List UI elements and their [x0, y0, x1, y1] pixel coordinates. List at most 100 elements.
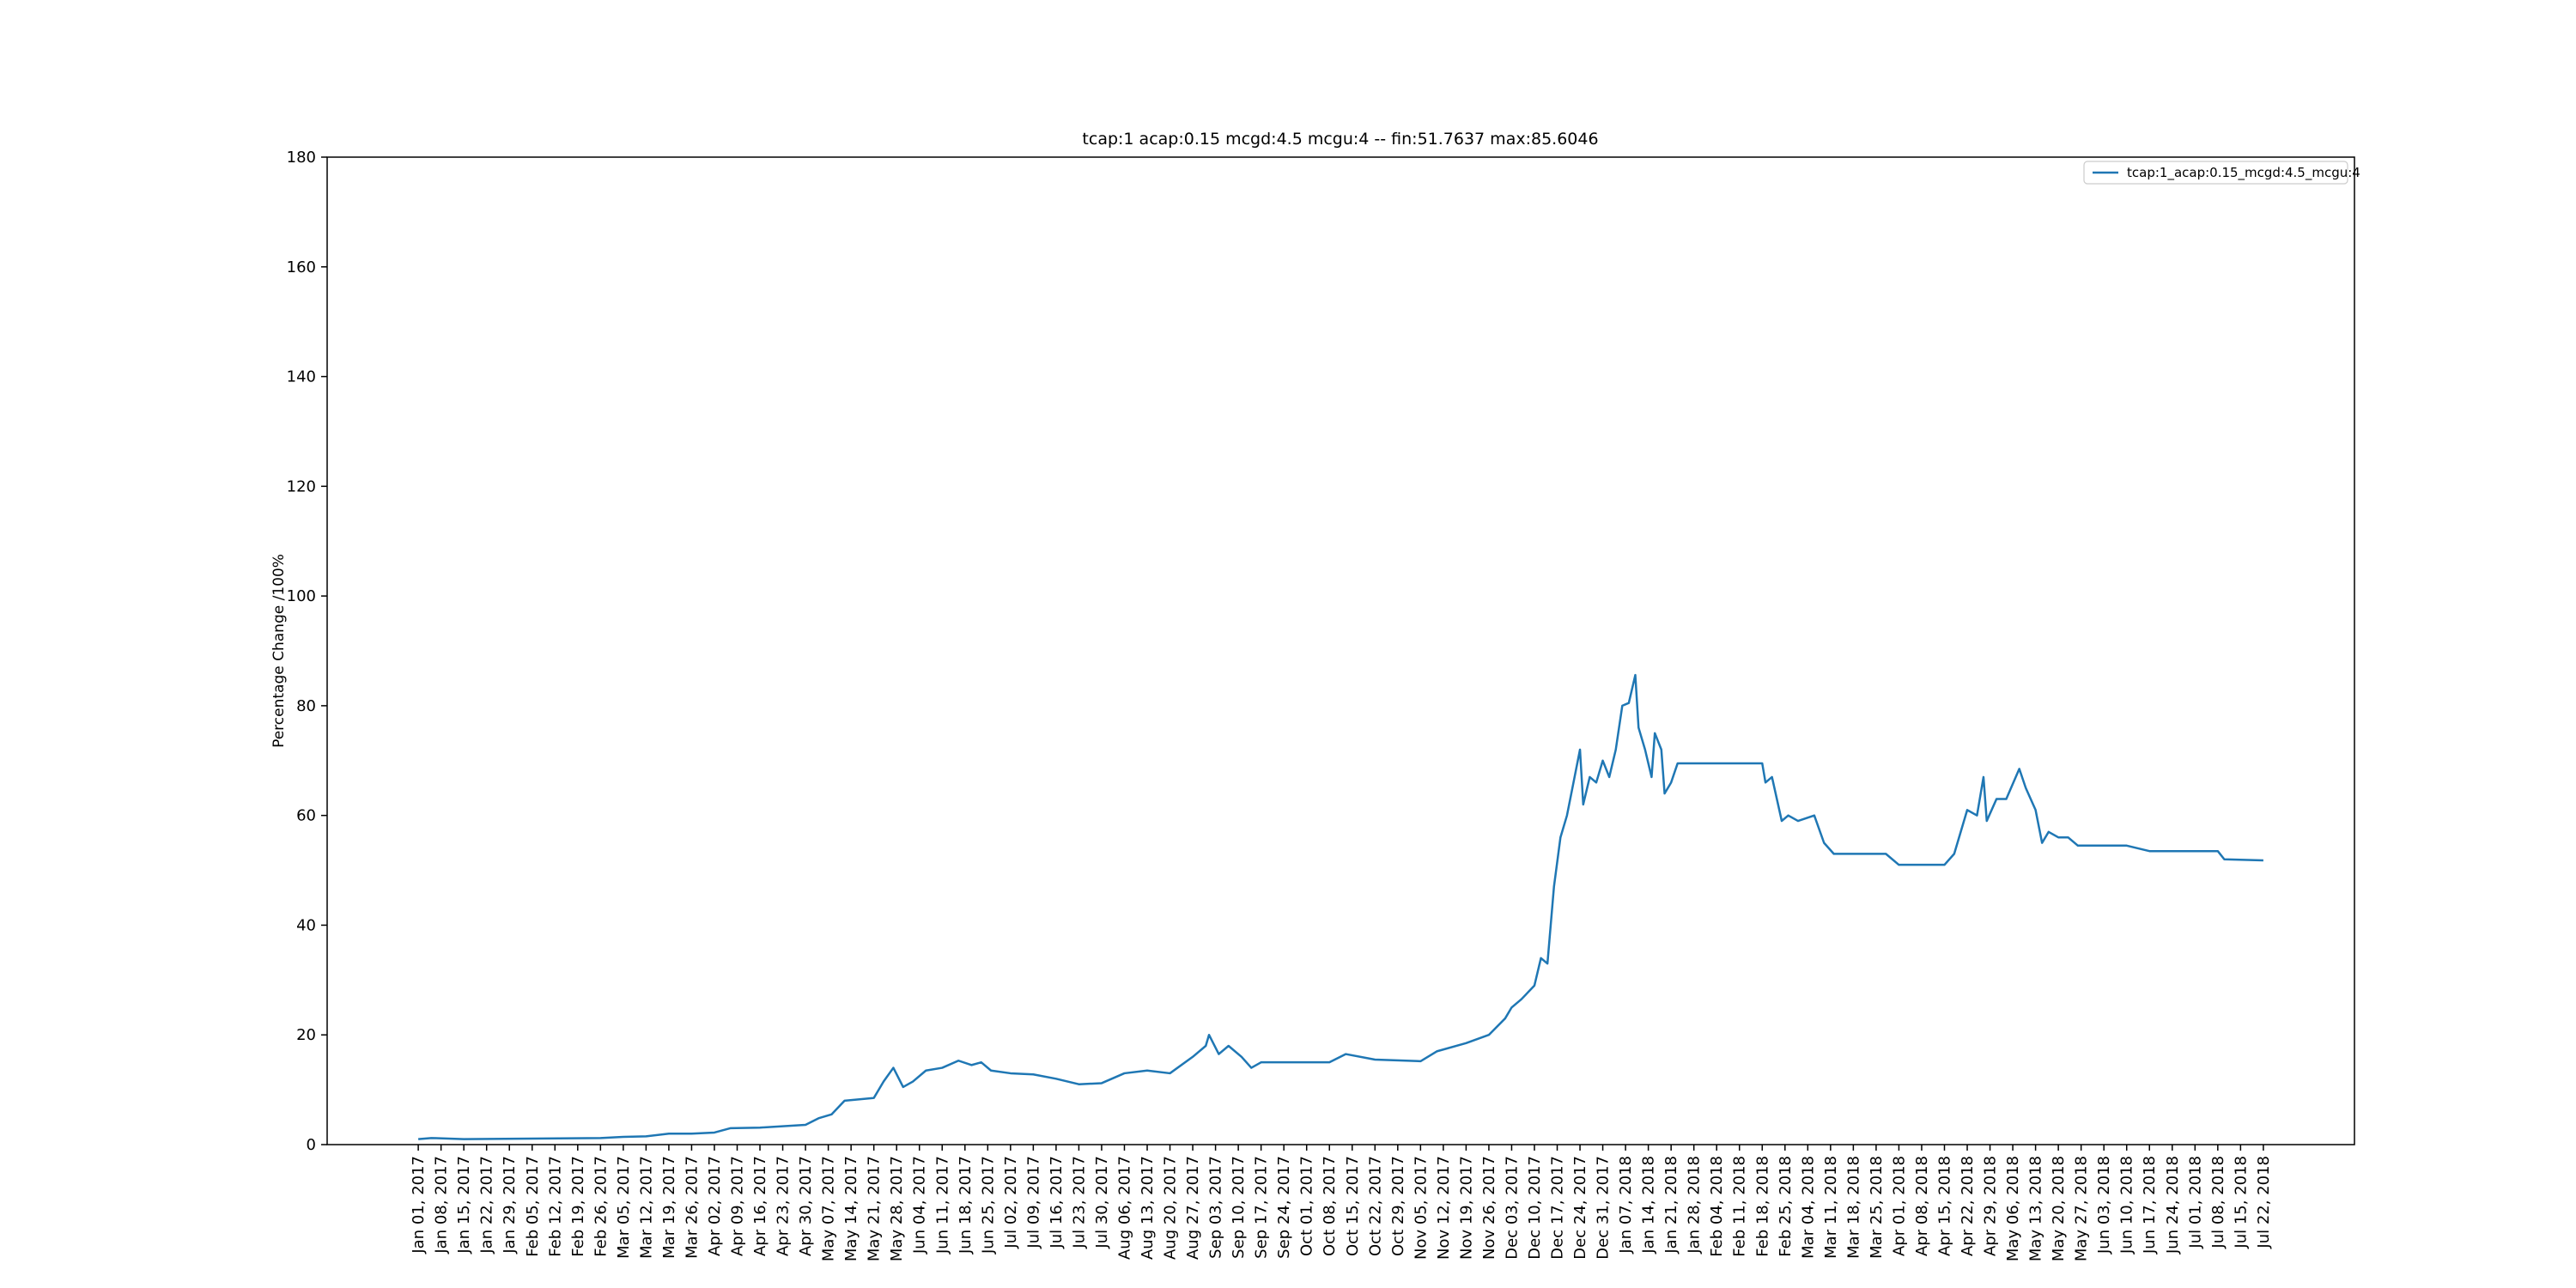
- x-tick-label: May 20, 2018: [2050, 1156, 2068, 1261]
- y-tick-label: 60: [296, 807, 316, 825]
- x-tick-label: Jan 21, 2018: [1662, 1156, 1680, 1255]
- x-tick-label: Aug 27, 2017: [1184, 1156, 1202, 1260]
- x-tick-label: Dec 24, 2017: [1571, 1156, 1589, 1260]
- x-tick-label: Dec 17, 2017: [1549, 1156, 1567, 1260]
- y-tick-label: 0: [307, 1136, 316, 1154]
- x-tick-label: Apr 01, 2018: [1890, 1156, 1908, 1256]
- x-tick-label: Aug 13, 2017: [1139, 1156, 1157, 1260]
- x-tick-label: Feb 19, 2017: [569, 1156, 587, 1257]
- x-tick-label: Jun 17, 2018: [2141, 1156, 2159, 1255]
- x-tick-label: May 07, 2017: [820, 1156, 838, 1261]
- x-tick-label: Apr 02, 2017: [706, 1156, 724, 1256]
- x-tick-label: Sep 24, 2017: [1275, 1156, 1293, 1259]
- y-tick-label: 120: [287, 477, 316, 495]
- x-tick-label: Mar 26, 2017: [683, 1156, 701, 1259]
- data-line: [418, 673, 2263, 1140]
- x-tick-label: Dec 03, 2017: [1503, 1156, 1521, 1260]
- x-tick-label: Nov 05, 2017: [1412, 1156, 1430, 1260]
- x-tick-label: Jun 25, 2017: [979, 1156, 997, 1255]
- x-tick-label: Nov 12, 2017: [1435, 1156, 1453, 1260]
- x-tick-label: Jun 03, 2018: [2095, 1156, 2113, 1255]
- x-tick-label: Apr 09, 2017: [729, 1156, 747, 1256]
- x-tick-label: Dec 31, 2017: [1595, 1156, 1613, 1260]
- x-tick-label: Feb 11, 2018: [1731, 1156, 1749, 1257]
- x-tick-label: Feb 04, 2018: [1708, 1156, 1726, 1257]
- y-tick-label: 160: [287, 258, 316, 276]
- x-tick-label: Sep 03, 2017: [1207, 1156, 1225, 1259]
- x-tick-label: Jan 22, 2017: [478, 1156, 496, 1255]
- x-tick-label: Mar 11, 2018: [1822, 1156, 1840, 1259]
- x-tick-label: Jan 14, 2018: [1640, 1156, 1658, 1255]
- legend-label: tcap:1_acap:0.15_mcgd:4.5_mcgu:4: [2127, 165, 2360, 181]
- x-tick-label: May 06, 2018: [2004, 1156, 2022, 1261]
- x-tick-label: May 14, 2017: [842, 1156, 860, 1261]
- x-tick-label: Dec 10, 2017: [1526, 1156, 1544, 1260]
- x-tick-label: Apr 22, 2018: [1959, 1156, 1977, 1256]
- x-tick-label: May 28, 2017: [888, 1156, 906, 1261]
- y-tick-label: 40: [296, 916, 316, 934]
- x-tick-label: Apr 15, 2018: [1935, 1156, 1953, 1256]
- x-tick-label: Feb 18, 2018: [1753, 1156, 1771, 1257]
- x-tick-label: Jun 10, 2018: [2118, 1156, 2136, 1255]
- x-tick-label: Mar 04, 2018: [1799, 1156, 1817, 1259]
- x-tick-label: Mar 18, 2018: [1844, 1156, 1862, 1259]
- x-tick-label: Sep 10, 2017: [1230, 1156, 1248, 1259]
- x-tick-label: Mar 12, 2017: [637, 1156, 655, 1259]
- plot-frame: [326, 156, 2355, 1145]
- y-tick-label: 180: [287, 149, 316, 167]
- x-tick-label: Jul 22, 2018: [2255, 1156, 2273, 1249]
- x-tick-label: Mar 25, 2018: [1868, 1156, 1886, 1259]
- x-tick-label: Feb 05, 2017: [524, 1156, 542, 1257]
- x-tick-label: Jan 08, 2017: [433, 1156, 451, 1255]
- x-tick-label: Jun 24, 2018: [2164, 1156, 2182, 1255]
- x-tick-label: Jan 15, 2017: [455, 1156, 473, 1255]
- chart-title: tcap:1 acap:0.15 mcgd:4.5 mcgu:4 -- fin:…: [1082, 130, 1598, 149]
- x-tick-label: Jan 07, 2018: [1617, 1156, 1635, 1255]
- x-tick-label: Apr 16, 2017: [751, 1156, 769, 1256]
- x-tick-label: Aug 20, 2017: [1162, 1156, 1180, 1260]
- x-tick-label: Apr 23, 2017: [775, 1156, 793, 1256]
- legend-box: [2083, 161, 2348, 185]
- y-axis-label: Percentage Change /100%: [270, 554, 288, 748]
- x-tick-label: Nov 19, 2017: [1457, 1156, 1475, 1260]
- x-tick-label: Feb 25, 2018: [1777, 1156, 1795, 1257]
- y-tick-label: 80: [296, 697, 316, 715]
- x-tick-label: Apr 30, 2017: [797, 1156, 815, 1256]
- x-tick-label: Aug 06, 2017: [1115, 1156, 1133, 1260]
- x-tick-label: Jul 01, 2018: [2186, 1156, 2204, 1249]
- x-tick-label: Mar 05, 2017: [615, 1156, 633, 1259]
- x-tick-label: Feb 26, 2017: [592, 1156, 610, 1257]
- x-tick-label: Jan 28, 2018: [1686, 1156, 1704, 1255]
- x-tick-label: Oct 29, 2017: [1389, 1156, 1407, 1256]
- x-tick-label: Jul 09, 2017: [1024, 1156, 1042, 1249]
- x-tick-label: Jun 11, 2017: [933, 1156, 951, 1255]
- x-tick-label: Oct 01, 2017: [1298, 1156, 1316, 1256]
- x-tick-label: Jun 18, 2017: [957, 1156, 975, 1255]
- y-tick-label: 20: [296, 1026, 316, 1044]
- x-tick-label: May 27, 2018: [2073, 1156, 2091, 1261]
- x-tick-label: Jul 08, 2018: [2209, 1156, 2227, 1249]
- x-tick-label: Jun 04, 2017: [911, 1156, 929, 1255]
- x-tick-label: Sep 17, 2017: [1253, 1156, 1271, 1259]
- x-tick-label: Jul 15, 2018: [2232, 1156, 2250, 1249]
- y-tick-label: 140: [287, 368, 316, 386]
- x-tick-label: Jan 01, 2017: [410, 1156, 428, 1255]
- x-tick-label: Jul 30, 2017: [1093, 1156, 1111, 1249]
- x-tick-label: Apr 08, 2018: [1913, 1156, 1931, 1256]
- x-tick-label: Jul 23, 2017: [1070, 1156, 1088, 1249]
- x-tick-label: Jul 02, 2017: [1002, 1156, 1020, 1249]
- x-tick-label: May 13, 2018: [2027, 1156, 2045, 1261]
- y-tick-label: 100: [287, 587, 316, 605]
- x-tick-label: Oct 08, 2017: [1321, 1156, 1339, 1256]
- x-tick-label: Nov 26, 2017: [1480, 1156, 1498, 1260]
- x-tick-label: Jul 16, 2017: [1048, 1156, 1066, 1249]
- x-tick-label: Apr 29, 2018: [1982, 1156, 2000, 1256]
- x-tick-label: Oct 22, 2017: [1366, 1156, 1384, 1256]
- x-tick-label: Feb 12, 2017: [546, 1156, 564, 1257]
- x-tick-label: May 21, 2017: [866, 1156, 884, 1261]
- x-tick-label: Oct 15, 2017: [1344, 1156, 1362, 1256]
- x-tick-label: Jan 29, 2017: [501, 1156, 519, 1255]
